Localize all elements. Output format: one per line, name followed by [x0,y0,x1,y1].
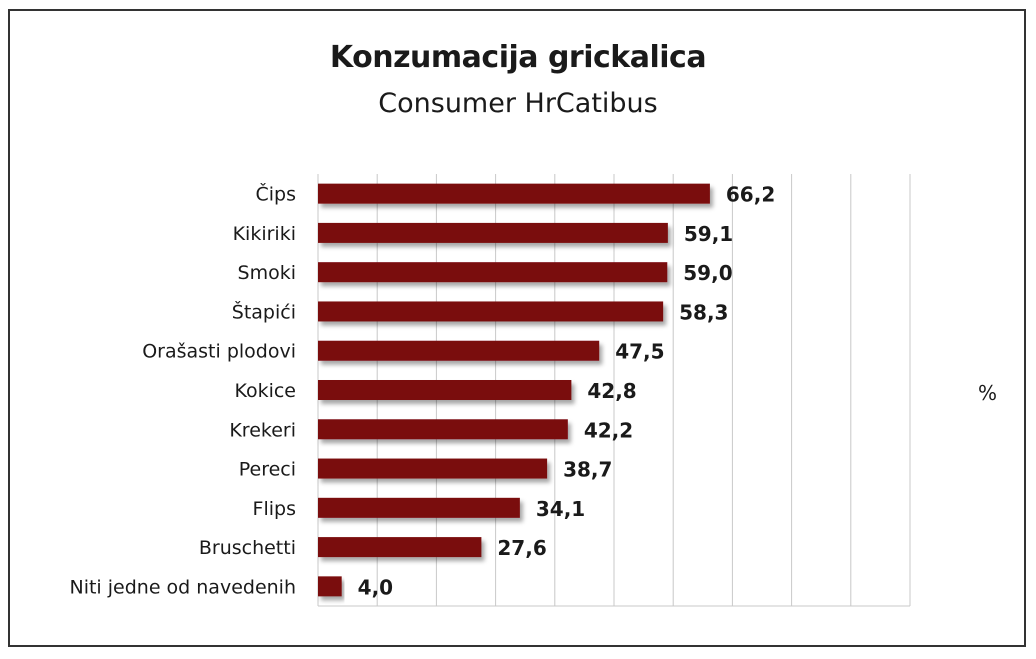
category-label: Niti jedne od navedenih [69,576,296,598]
category-label: Smoki [238,262,296,284]
category-label: Krekeri [229,419,296,441]
unit-label: % [978,381,998,405]
value-label: 58,3 [679,300,728,324]
category-label: Kokice [234,380,296,402]
chart-title: Konzumacija grickalica [329,40,707,75]
category-label: Orašasti plodovi [142,341,296,363]
bars-group [318,183,710,597]
bar [318,497,520,518]
value-label: 42,2 [584,418,633,442]
value-label: 34,1 [536,497,585,521]
value-label: 59,1 [684,222,733,246]
value-label: 27,6 [497,536,546,560]
chart-subtitle: Consumer HrCatibus [378,88,658,119]
value-label: 38,7 [563,458,612,482]
category-labels: Čips Kikiriki Smoki Štapići Orašasti plodovi… [69,182,296,599]
category-label: Pereci [239,459,296,481]
value-label: 4,0 [358,575,393,599]
category-label: Bruschetti [199,537,296,559]
value-label: 59,0 [683,261,732,285]
chart-frame [8,9,1026,647]
bar [318,537,482,558]
bar [318,262,668,283]
category-label: Flips [253,498,296,520]
bar [318,340,600,361]
bar [318,183,710,204]
bar [318,380,572,400]
bar [318,458,548,479]
value-labels: 66,2 59,1 59,0 58,3 47,5 42,8 42,2 38,7 34,1 27,6… [358,183,776,600]
category-label: Kikiriki [233,223,296,245]
bar [318,301,664,322]
value-label: 47,5 [615,340,664,364]
category-label: Štapići [232,299,296,323]
value-label: 42,8 [587,379,636,403]
value-label: 66,2 [726,183,775,207]
bar [318,222,668,243]
bar [318,576,342,597]
category-label: Čips [255,182,296,206]
bar [318,419,568,440]
